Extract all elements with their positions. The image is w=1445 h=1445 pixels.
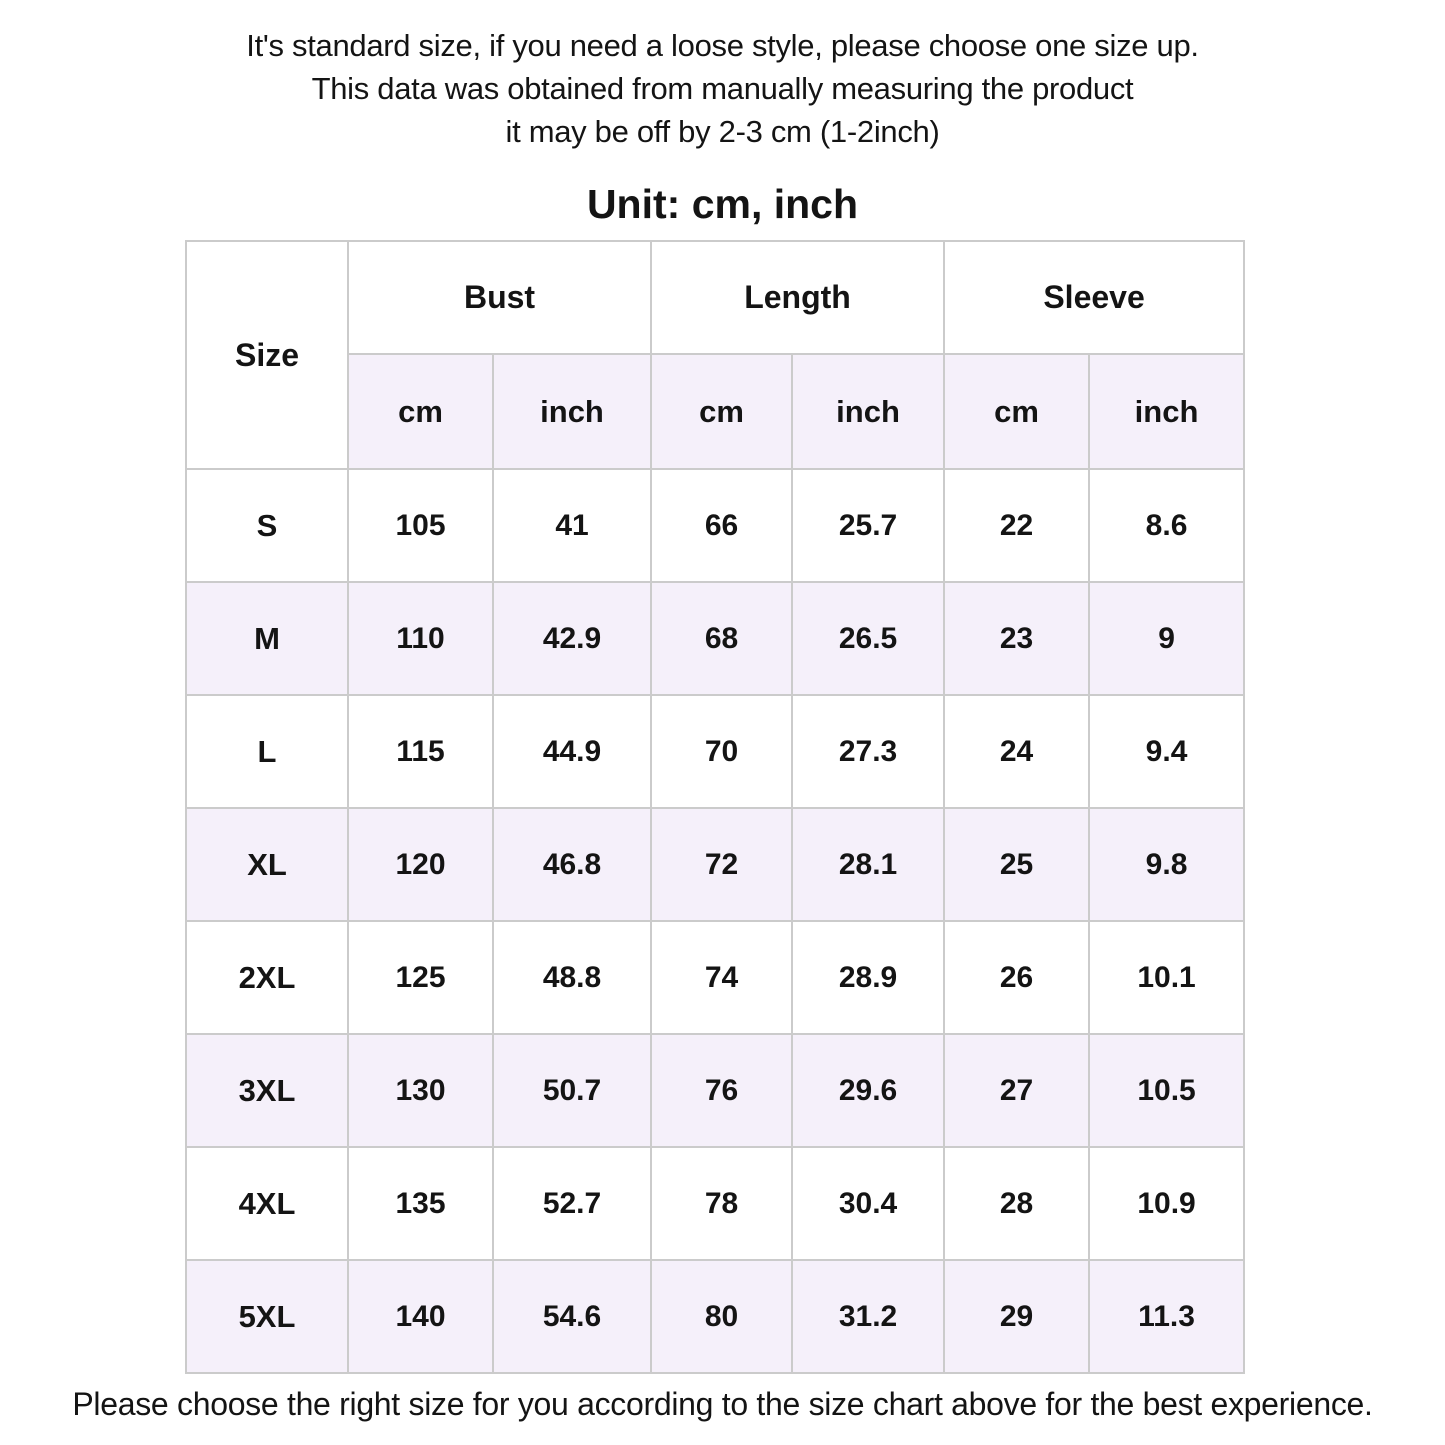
cell-length-inch: 28.9	[791, 920, 946, 1035]
cell-sleeve-cm: 29	[943, 1259, 1091, 1374]
cell-bust-inch: 48.8	[491, 920, 653, 1035]
cell-sleeve-cm: 24	[943, 694, 1091, 809]
cell-bust-inch: 46.8	[491, 807, 653, 922]
subheader-length-inch: inch	[791, 353, 946, 470]
subheader-sleeve-cm: cm	[943, 353, 1091, 470]
cell-bust-cm: 110	[347, 581, 494, 696]
cell-sleeve-inch: 9.4	[1088, 694, 1246, 809]
cell-length-inch: 31.2	[791, 1259, 946, 1374]
cell-length-cm: 68	[650, 581, 794, 696]
size-chart-table: Size Bust Length Sleeve cm inch cm inch …	[185, 240, 1246, 1374]
cell-length-cm: 80	[650, 1259, 794, 1374]
cell-sleeve-cm: 23	[943, 581, 1091, 696]
cell-length-inch: 28.1	[791, 807, 946, 922]
size-label: M	[185, 581, 349, 696]
cell-bust-cm: 135	[347, 1146, 494, 1261]
size-label: 3XL	[185, 1033, 349, 1148]
cell-length-inch: 29.6	[791, 1033, 946, 1148]
table-row-m: M 110 42.9 68 26.5 23 9	[185, 581, 1246, 696]
cell-bust-inch: 41	[491, 468, 653, 583]
table-row-4xl: 4XL 135 52.7 78 30.4 28 10.9	[185, 1146, 1246, 1261]
table-row-3xl: 3XL 130 50.7 76 29.6 27 10.5	[185, 1033, 1246, 1148]
size-label: 5XL	[185, 1259, 349, 1374]
cell-length-cm: 74	[650, 920, 794, 1035]
cell-bust-cm: 130	[347, 1033, 494, 1148]
cell-sleeve-cm: 26	[943, 920, 1091, 1035]
note-line-2: This data was obtained from manually mea…	[311, 71, 1134, 106]
cell-bust-inch: 52.7	[491, 1146, 653, 1261]
cell-sleeve-inch: 9	[1088, 581, 1246, 696]
table-unit-header-row: cm inch cm inch cm inch	[186, 353, 1246, 470]
cell-length-inch: 27.3	[791, 694, 946, 809]
cell-length-cm: 70	[650, 694, 794, 809]
cell-sleeve-cm: 28	[943, 1146, 1091, 1261]
table-row-5xl: 5XL 140 54.6 80 31.2 29 11.3	[185, 1259, 1246, 1374]
cell-length-cm: 76	[650, 1033, 794, 1148]
size-label: XL	[185, 807, 349, 922]
cell-bust-cm: 120	[347, 807, 494, 922]
subheader-bust-cm: cm	[347, 353, 494, 470]
cell-bust-inch: 50.7	[491, 1033, 653, 1148]
cell-length-cm: 78	[650, 1146, 794, 1261]
group-header-sleeve: Sleeve	[943, 240, 1246, 355]
group-header-bust: Bust	[346, 240, 653, 355]
cell-sleeve-inch: 11.3	[1088, 1259, 1246, 1374]
group-header-length: Length	[650, 240, 946, 355]
cell-sleeve-cm: 25	[943, 807, 1091, 922]
cell-length-cm: 66	[650, 468, 794, 583]
unit-heading: Unit: cm, inch	[586, 181, 859, 227]
cell-bust-cm: 125	[347, 920, 494, 1035]
note-line-1: It's standard size, if you need a loose …	[246, 28, 1199, 63]
size-label: S	[185, 468, 349, 583]
size-note-block: It's standard size, if you need a loose …	[0, 24, 1445, 153]
cell-sleeve-cm: 22	[943, 468, 1091, 583]
table-row-xl: XL 120 46.8 72 28.1 25 9.8	[185, 807, 1246, 922]
cell-bust-inch: 42.9	[491, 581, 653, 696]
cell-sleeve-inch: 8.6	[1088, 468, 1246, 583]
cell-bust-inch: 54.6	[491, 1259, 653, 1374]
cell-length-inch: 26.5	[791, 581, 946, 696]
cell-bust-cm: 115	[347, 694, 494, 809]
cell-bust-inch: 44.9	[491, 694, 653, 809]
cell-sleeve-inch: 9.8	[1088, 807, 1246, 922]
subheader-bust-inch: inch	[491, 353, 653, 470]
size-column-header: Size	[185, 240, 349, 470]
cell-length-cm: 72	[650, 807, 794, 922]
cell-sleeve-inch: 10.9	[1088, 1146, 1246, 1261]
size-label: L	[185, 694, 349, 809]
cell-bust-cm: 140	[347, 1259, 494, 1374]
subheader-length-cm: cm	[650, 353, 794, 470]
table-row-s: S 105 41 66 25.7 22 8.6	[185, 468, 1246, 583]
cell-sleeve-inch: 10.5	[1088, 1033, 1246, 1148]
table-group-header-row: Size Bust Length Sleeve	[185, 240, 1246, 470]
cell-length-inch: 30.4	[791, 1146, 946, 1261]
subheader-sleeve-inch: inch	[1088, 353, 1246, 470]
table-row-l: L 115 44.9 70 27.3 24 9.4	[185, 694, 1246, 809]
cell-sleeve-inch: 10.1	[1088, 920, 1246, 1035]
cell-sleeve-cm: 27	[943, 1033, 1091, 1148]
cell-length-inch: 25.7	[791, 468, 946, 583]
table-row-2xl: 2XL 125 48.8 74 28.9 26 10.1	[185, 920, 1246, 1035]
footer-note: Please choose the right size for you acc…	[72, 1386, 1373, 1422]
size-label: 4XL	[185, 1146, 349, 1261]
cell-bust-cm: 105	[347, 468, 494, 583]
size-label: 2XL	[185, 920, 349, 1035]
note-line-3: it may be off by 2-3 cm (1-2inch)	[505, 114, 940, 149]
